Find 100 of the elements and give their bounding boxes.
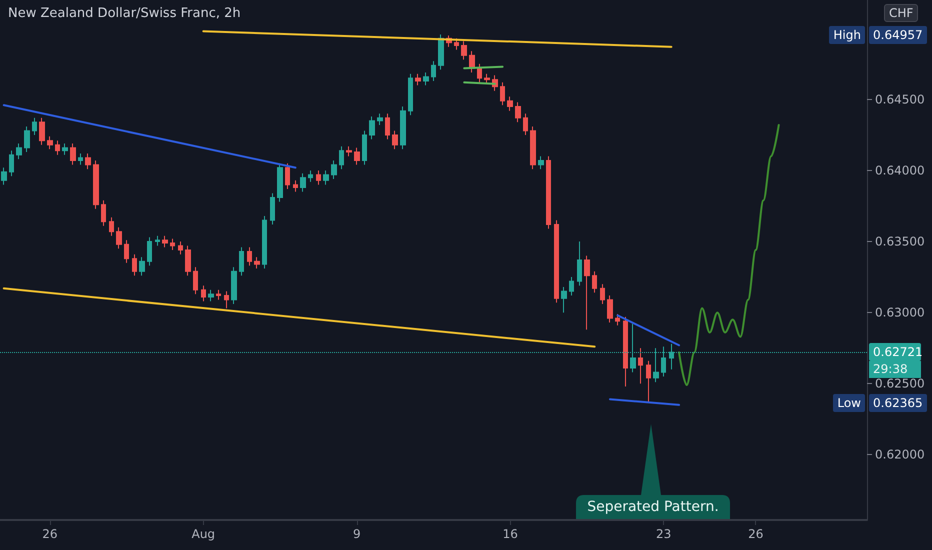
text: 0.62365 <box>869 394 927 412</box>
candlestick <box>170 238 175 251</box>
y-tick-label: 0.62500 <box>875 376 925 391</box>
candlestick <box>438 34 444 70</box>
y-tick-label: 0.64500 <box>875 92 925 106</box>
speech-bubble: Seperated Pattern. <box>576 424 730 519</box>
candlestick <box>362 130 367 166</box>
candlestick <box>24 126 30 153</box>
candlestick <box>239 246 244 276</box>
x-tick-label: 16 <box>502 527 518 541</box>
x-tick-label: 9 <box>352 527 361 541</box>
candlestick <box>47 136 53 150</box>
candlestick <box>607 295 613 324</box>
candlestick <box>546 156 551 230</box>
candlestick <box>461 40 467 60</box>
candlestick <box>615 313 620 326</box>
y-tick-label: 0.62000 <box>875 448 925 462</box>
candlestick <box>39 117 45 146</box>
candlestick <box>224 290 229 309</box>
candlestick <box>507 96 513 112</box>
candlestick <box>569 276 574 296</box>
candlestick <box>93 160 99 210</box>
candlestick <box>109 216 114 236</box>
candlestick <box>277 162 283 202</box>
candlestick <box>155 235 160 246</box>
candlestick <box>400 106 406 150</box>
candlestick <box>561 286 567 314</box>
candlestick <box>408 73 413 116</box>
candlestick <box>316 170 321 186</box>
candlestick <box>415 73 421 86</box>
candlestick <box>477 63 482 83</box>
candlestick <box>323 170 329 186</box>
candlestick <box>85 152 91 170</box>
candlestick <box>538 156 544 170</box>
candlestick <box>124 240 129 264</box>
candlestick <box>454 38 459 50</box>
candlestick <box>530 126 536 170</box>
candlestick <box>577 241 582 286</box>
candlestick <box>254 256 260 270</box>
candlestick <box>285 162 290 190</box>
candlestick <box>185 245 191 276</box>
candlestick <box>623 316 628 387</box>
candlestick <box>162 235 168 248</box>
y-tick-label: 0.63000 <box>875 306 925 320</box>
text: 29:38 <box>869 361 921 378</box>
candlestick <box>247 246 252 266</box>
candlestick <box>216 289 221 300</box>
y-tick-label: 0.64000 <box>875 163 925 178</box>
candlestick <box>139 256 145 276</box>
line-series <box>678 124 780 386</box>
candlestick <box>385 113 390 140</box>
candlestick <box>116 226 122 250</box>
candlestick <box>339 146 344 170</box>
candlestick <box>600 284 605 305</box>
candlestick <box>592 270 597 294</box>
candlestick <box>101 200 106 226</box>
text: New Zealand Dollar/Swiss Franc, 2h <box>8 6 241 21</box>
candlestick <box>78 152 83 166</box>
candlestick <box>201 285 206 302</box>
candlestick <box>16 142 22 160</box>
x-tick-label: 23 <box>656 527 672 541</box>
annotation: Low <box>833 394 865 412</box>
candlestick <box>147 236 152 266</box>
candlestick <box>132 254 137 276</box>
candlestick <box>70 142 76 166</box>
candlestick <box>638 348 643 384</box>
candlestick <box>646 360 651 404</box>
x-tick-label: 26 <box>748 527 764 541</box>
x-tick-label: 26 <box>42 527 58 541</box>
y-tick-label: 0.63500 <box>875 234 925 249</box>
candlestick <box>62 142 68 156</box>
annotation: High <box>829 26 865 44</box>
candlestick <box>554 220 559 304</box>
candlestick <box>584 255 590 330</box>
candlestick <box>32 117 37 136</box>
candlestick <box>354 147 360 166</box>
candlestick <box>423 72 429 86</box>
candlestick <box>331 160 337 180</box>
candlestick <box>1 167 7 186</box>
candlestick <box>193 266 198 295</box>
annotation: Seperated Pattern. <box>586 498 720 517</box>
x-tick-label: Aug <box>192 527 216 541</box>
candlestick <box>377 113 383 126</box>
candlestick <box>392 130 398 150</box>
candlestick <box>515 102 521 123</box>
candlestick <box>369 116 375 140</box>
candlestick <box>484 73 490 84</box>
candlestick <box>308 170 313 182</box>
candlestick <box>178 241 183 255</box>
candlestick <box>55 140 60 156</box>
candlestick <box>500 82 505 106</box>
candlestick <box>346 146 352 157</box>
candlestick <box>293 180 298 192</box>
candlestick <box>523 113 528 136</box>
text: 0.64957 <box>869 26 927 44</box>
candlestick <box>469 50 475 73</box>
candlestick <box>262 215 267 270</box>
candlestick <box>208 289 214 302</box>
candlestick <box>270 192 275 225</box>
candlestick <box>231 266 237 305</box>
